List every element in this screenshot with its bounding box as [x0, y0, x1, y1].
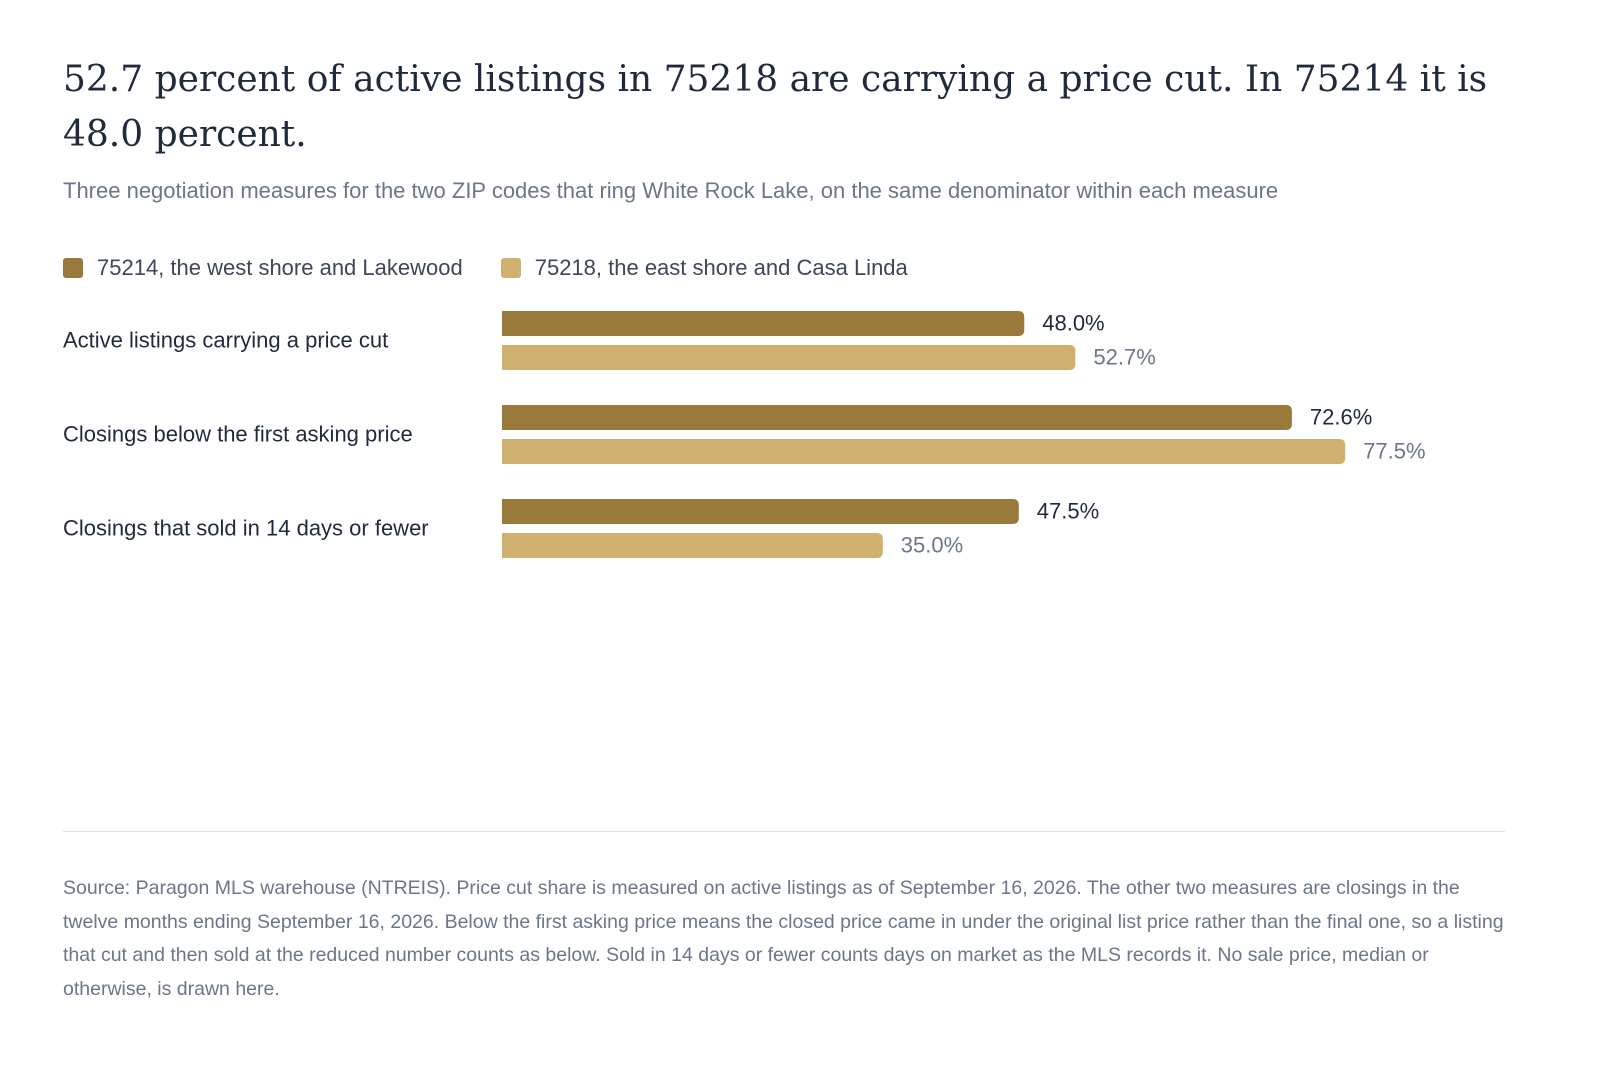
bar-chart: Active listings carrying a price cut 48.0…	[63, 311, 1426, 558]
data-label: 72.6%	[1310, 405, 1372, 430]
bar	[502, 311, 1025, 336]
legend-swatch-75218	[500, 258, 521, 278]
bar	[502, 345, 1076, 370]
legend-label-75218: 75218, the east shore and Casa Linda	[534, 255, 908, 280]
bar	[502, 405, 1292, 430]
category-label: Closings below the first asking price	[63, 422, 413, 447]
legend: 75214, the west shore and Lakewood 75218…	[63, 253, 946, 283]
data-label: 47.5%	[1037, 499, 1099, 524]
category-label: Active listings carrying a price cut	[63, 328, 388, 353]
chart-subtitle: Three negotiation measures for the two Z…	[63, 178, 1279, 203]
chart-title: 52.7 percent of active listings in 75218…	[63, 59, 1488, 155]
divider	[63, 831, 1505, 832]
bar	[502, 499, 1019, 524]
bar	[502, 533, 883, 558]
legend-item-75218: 75218, the east shore and Casa Linda	[500, 255, 908, 281]
data-label: 48.0%	[1042, 311, 1104, 336]
legend-label-75214: 75214, the west shore and Lakewood	[97, 255, 463, 280]
legend-item-75214: 75214, the west shore and Lakewood	[63, 255, 463, 281]
data-label: 77.5%	[1363, 439, 1425, 464]
data-label: 52.7%	[1093, 345, 1155, 370]
chart-page: 52.7 percent of active listings in 75218…	[63, 0, 1543, 1068]
data-label: 35.0%	[901, 533, 963, 558]
bar	[502, 439, 1346, 464]
legend-swatch-75214	[63, 258, 83, 278]
category-label: Closings that sold in 14 days or fewer	[63, 516, 429, 541]
source-note: Source: Paragon MLS warehouse (NTREIS). …	[63, 877, 1504, 1000]
